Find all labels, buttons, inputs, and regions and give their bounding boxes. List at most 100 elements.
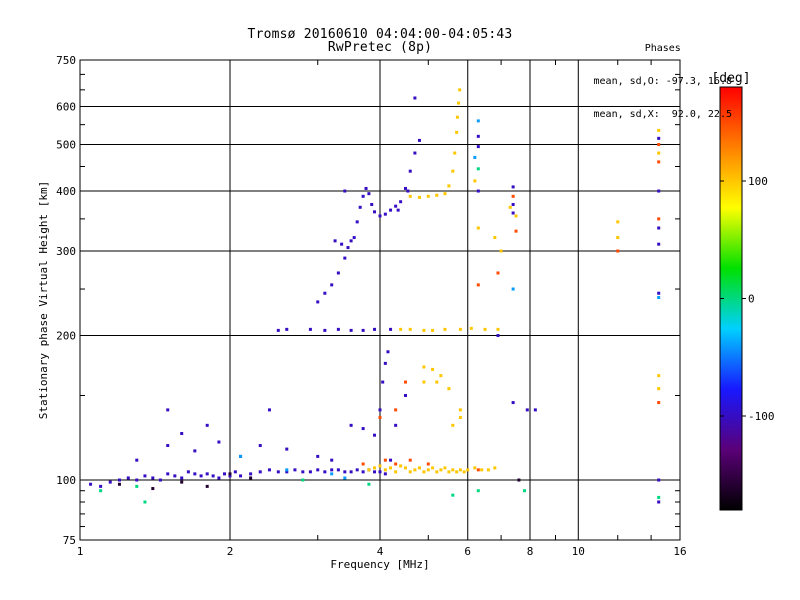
data-point — [473, 155, 477, 159]
data-point — [258, 470, 262, 474]
data-point — [378, 415, 382, 419]
data-point — [343, 476, 347, 480]
data-point — [657, 242, 661, 246]
data-point — [408, 169, 412, 173]
data-point — [383, 458, 387, 462]
data-point — [180, 476, 184, 480]
data-point — [381, 380, 385, 384]
data-point — [316, 468, 320, 472]
data-point — [458, 327, 462, 331]
data-point — [399, 464, 403, 468]
data-point — [458, 415, 462, 419]
data-point — [158, 478, 162, 482]
data-point — [466, 468, 470, 472]
data-point — [361, 328, 365, 332]
data-point — [378, 408, 382, 412]
data-point — [233, 470, 237, 474]
phase-statistics: Phases mean, sd,O: -97.3, 16.8 mean, sd,… — [594, 21, 732, 131]
data-point — [476, 189, 480, 193]
data-point — [486, 468, 490, 472]
data-point — [657, 387, 661, 391]
data-point — [293, 468, 297, 472]
data-point — [99, 489, 103, 493]
data-point — [151, 487, 155, 491]
data-point — [383, 468, 387, 472]
data-point — [330, 458, 334, 462]
data-point — [403, 394, 407, 398]
data-point — [336, 271, 340, 275]
data-point — [476, 134, 480, 138]
data-point — [483, 327, 487, 331]
data-point — [657, 160, 661, 164]
data-point — [443, 327, 447, 331]
data-point — [511, 401, 515, 405]
data-point — [435, 470, 439, 474]
data-point — [616, 249, 620, 253]
data-point — [308, 327, 312, 331]
data-point — [267, 468, 271, 472]
data-point — [462, 470, 466, 474]
data-point — [143, 474, 147, 478]
data-point — [657, 500, 661, 504]
data-point — [228, 472, 232, 476]
data-point — [422, 470, 426, 474]
data-point — [473, 179, 477, 183]
data-point — [378, 214, 382, 218]
data-point — [383, 472, 387, 476]
data-point — [443, 192, 447, 196]
y-tick-label: 400 — [56, 185, 76, 198]
y-tick-label: 300 — [56, 245, 76, 258]
data-point — [349, 470, 353, 474]
data-point — [406, 189, 410, 193]
data-point — [389, 466, 393, 470]
data-points-layer — [89, 88, 661, 504]
data-point — [349, 328, 353, 332]
data-point — [657, 374, 661, 378]
data-point — [267, 408, 271, 412]
data-point — [143, 500, 147, 504]
x-tick-label: 6 — [464, 545, 471, 558]
data-point — [616, 220, 620, 224]
data-point — [117, 478, 121, 482]
data-point — [476, 489, 480, 493]
data-point — [525, 408, 529, 412]
x-tick-label: 4 — [377, 545, 384, 558]
data-point — [186, 470, 190, 474]
data-point — [493, 466, 497, 470]
data-point — [422, 380, 426, 384]
data-point — [239, 454, 243, 458]
data-point — [413, 468, 417, 472]
data-point — [316, 454, 320, 458]
data-point — [217, 476, 221, 480]
data-point — [408, 458, 412, 462]
data-point — [443, 466, 447, 470]
data-point — [394, 470, 398, 474]
data-point — [422, 365, 426, 369]
data-point — [657, 291, 661, 295]
y-tick-label: 75 — [63, 534, 76, 547]
data-point — [451, 169, 455, 173]
data-point — [180, 432, 184, 436]
y-tick-label: 200 — [56, 330, 76, 343]
data-point — [431, 466, 435, 470]
y-tick-label: 500 — [56, 139, 76, 152]
data-point — [476, 468, 480, 472]
data-point — [657, 189, 661, 193]
data-point — [417, 138, 421, 142]
data-point — [511, 287, 515, 291]
data-point — [340, 242, 344, 246]
data-point — [447, 387, 451, 391]
data-point — [657, 151, 661, 155]
data-point — [403, 380, 407, 384]
data-point — [308, 470, 312, 474]
y-tick-label: 750 — [56, 54, 76, 67]
data-point — [616, 236, 620, 240]
data-point — [166, 444, 170, 448]
data-point — [249, 472, 253, 476]
data-point — [276, 470, 280, 474]
data-point — [496, 327, 500, 331]
data-point — [285, 327, 289, 331]
data-point — [228, 474, 232, 478]
data-point — [343, 470, 347, 474]
